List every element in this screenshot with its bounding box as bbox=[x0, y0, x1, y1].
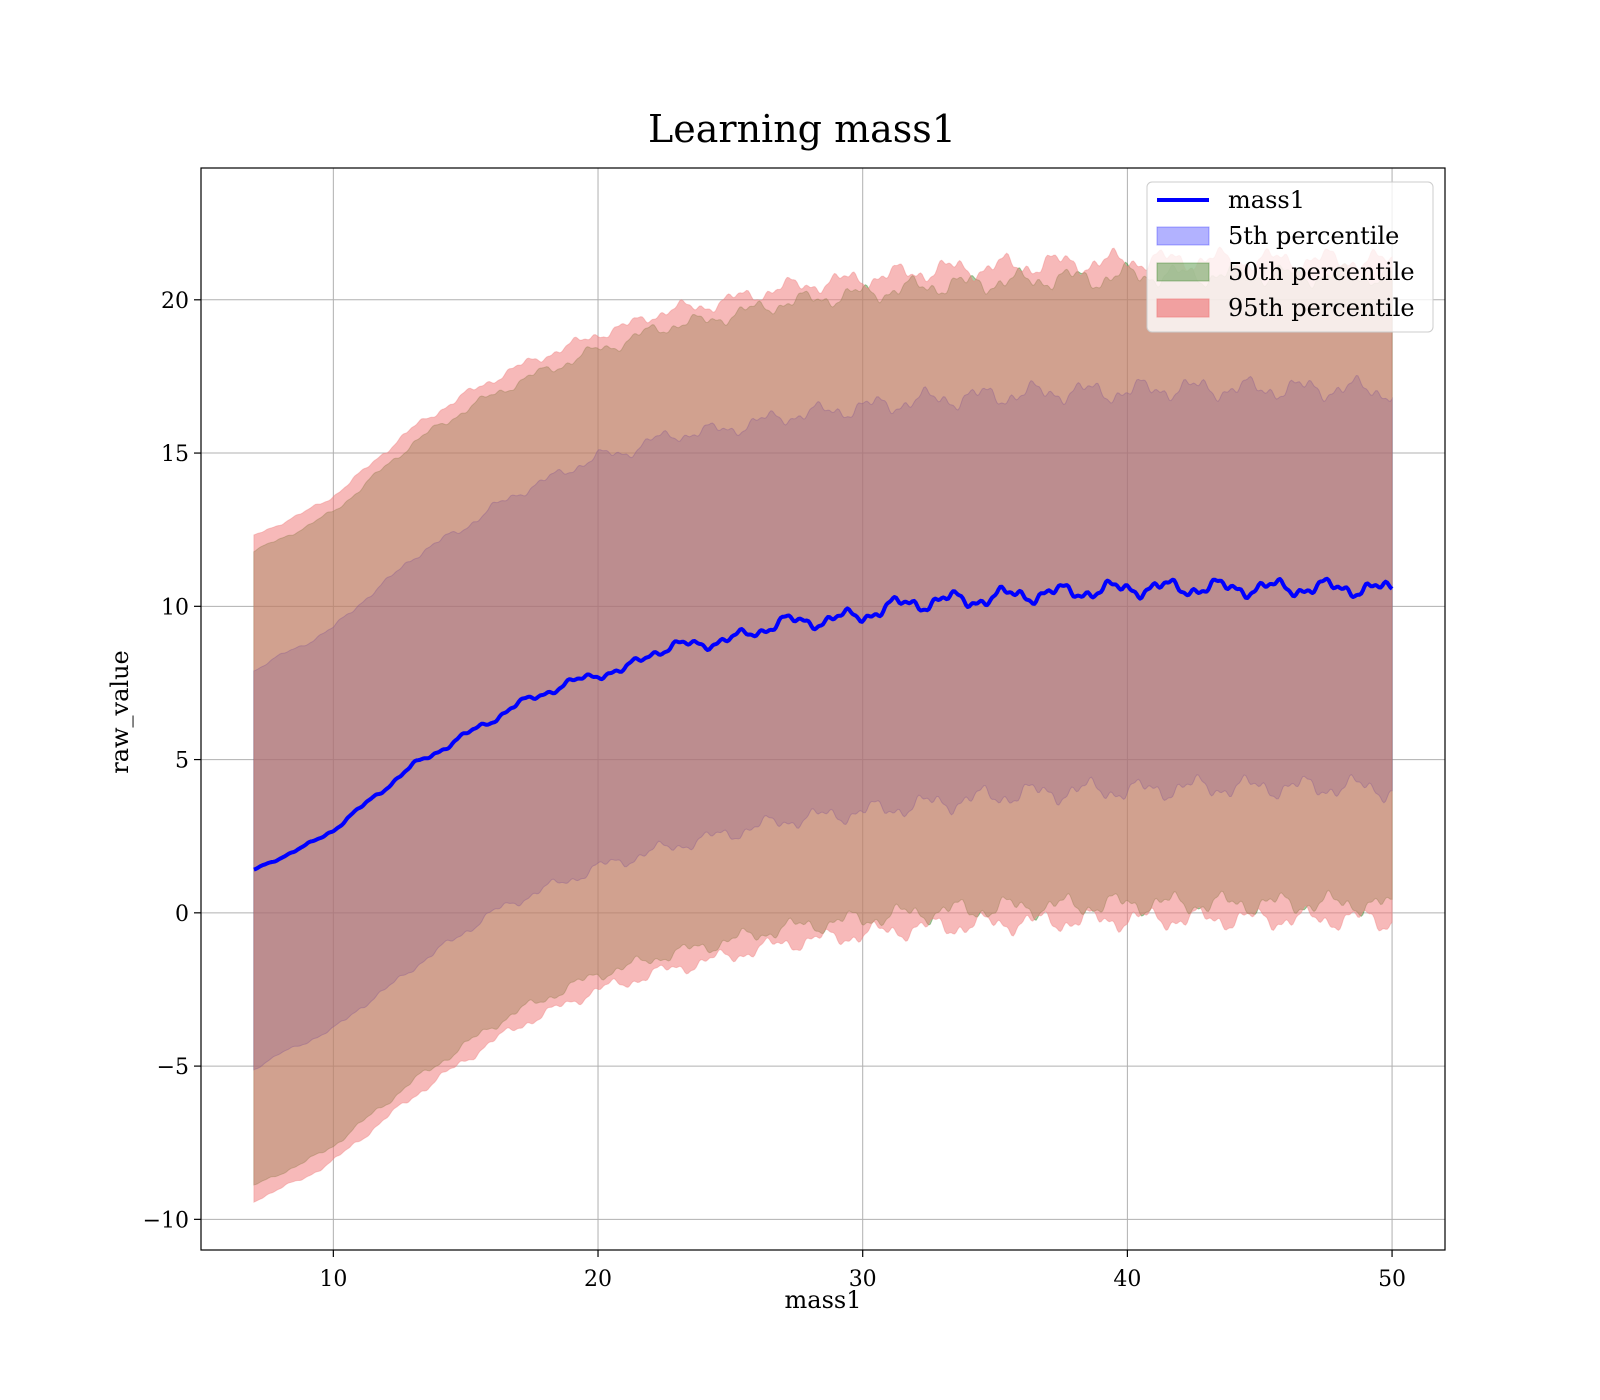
legend-swatch-5th bbox=[1156, 226, 1210, 246]
x-tick-label: 30 bbox=[849, 1267, 877, 1292]
x-tick-label: 40 bbox=[1113, 1267, 1141, 1292]
bands bbox=[253, 246, 1393, 1203]
legend-label-5th: 5th percentile bbox=[1228, 222, 1399, 250]
x-axis-ticks: 10 20 30 40 50 bbox=[319, 1250, 1406, 1292]
band-95th-percentile bbox=[253, 246, 1393, 1203]
legend: mass1 5th percentile 50th percentile 95t… bbox=[1146, 181, 1434, 333]
legend-swatch-50th bbox=[1156, 262, 1210, 282]
y-tick-label: 5 bbox=[175, 749, 189, 774]
legend-swatch-95th bbox=[1156, 298, 1210, 318]
y-tick-label: 10 bbox=[161, 595, 189, 620]
y-axis-label: raw_value bbox=[106, 650, 134, 774]
y-tick-label: −5 bbox=[157, 1055, 189, 1080]
chart-title: Learning mass1 bbox=[648, 107, 956, 151]
legend-box bbox=[1146, 181, 1434, 333]
y-tick-label: −10 bbox=[143, 1208, 189, 1233]
x-tick-label: 20 bbox=[584, 1267, 612, 1292]
legend-label-95th: 95th percentile bbox=[1228, 294, 1415, 322]
y-tick-label: 0 bbox=[175, 902, 189, 927]
y-tick-label: 20 bbox=[161, 289, 189, 314]
plot-frame bbox=[200, 167, 1446, 1251]
x-axis-label: mass1 bbox=[785, 1286, 862, 1314]
legend-label-50th: 50th percentile bbox=[1228, 258, 1415, 286]
x-tick-label: 10 bbox=[319, 1267, 347, 1292]
legend-label-mass1: mass1 bbox=[1228, 186, 1305, 214]
y-tick-label: 15 bbox=[161, 442, 189, 467]
y-axis-ticks: −10 −5 0 5 10 15 20 bbox=[143, 289, 201, 1233]
lines bbox=[253, 576, 1394, 872]
x-tick-label: 50 bbox=[1378, 1267, 1406, 1292]
line-mass1 bbox=[253, 576, 1394, 872]
